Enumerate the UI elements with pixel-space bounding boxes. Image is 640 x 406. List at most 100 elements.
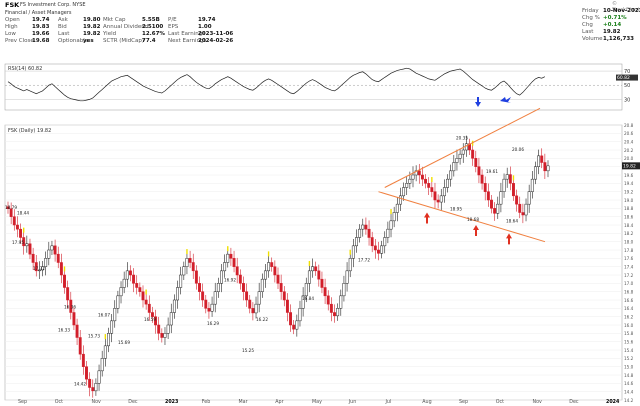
- price-candle: [414, 170, 418, 176]
- price-candle: [483, 183, 487, 192]
- price-candle: [176, 287, 179, 301]
- price-tick-label: 20.2: [624, 148, 634, 153]
- x-axis-label: Aug: [422, 399, 431, 405]
- price-candle: [512, 183, 515, 197]
- price-candle: [6, 206, 10, 210]
- price-candle: [424, 178, 428, 184]
- price-tick-label: 18.0: [624, 239, 634, 244]
- support-trendline: [378, 191, 546, 243]
- price-candle: [380, 245, 384, 254]
- price-candle: [69, 299, 73, 313]
- price-candle: [220, 270, 223, 284]
- price-candle: [50, 245, 54, 251]
- price-candle: [411, 174, 415, 180]
- price-tick-label: 20.6: [624, 131, 634, 136]
- stat-label: Friday: [582, 8, 599, 14]
- price-candle: [336, 308, 340, 317]
- price-candle: [420, 174, 424, 180]
- price-candle: [527, 191, 531, 205]
- stat-value: 10-Nov-2023: [603, 8, 640, 14]
- price-candle: [279, 283, 283, 292]
- price-candle: [179, 274, 183, 288]
- price-candle: [185, 258, 189, 267]
- price-candle: [295, 320, 299, 330]
- stat-value: 2023-11-06: [198, 31, 234, 37]
- price-candle: [144, 299, 148, 305]
- price-candle: [427, 183, 431, 188]
- stat-label: P/E: [168, 17, 177, 23]
- price-candle: [248, 299, 252, 309]
- x-axis-label: Feb: [202, 399, 211, 405]
- price-annotation: 18.44: [17, 211, 29, 216]
- price-candle: [358, 228, 362, 238]
- price-candle: [229, 253, 233, 259]
- price-candle: [364, 224, 368, 230]
- x-axis-label: Sep: [18, 399, 27, 405]
- price-annotation: 18.68: [467, 217, 479, 222]
- price-candle: [263, 270, 267, 280]
- price-candle: [75, 324, 79, 338]
- price-candle: [157, 324, 161, 334]
- current-price-value: 19.82: [623, 164, 636, 170]
- price-candle: [430, 187, 434, 192]
- price-candle: [537, 155, 541, 167]
- x-axis-label: Sep: [459, 399, 468, 405]
- price-candle: [389, 220, 393, 230]
- price-candle: [543, 162, 547, 172]
- price-candle: [198, 283, 201, 292]
- stat-value: 19.83: [32, 24, 50, 30]
- x-axis-label: Dec: [569, 399, 579, 405]
- price-candle: [59, 262, 63, 276]
- price-tick-label: 14.2: [624, 398, 634, 403]
- price-candle: [41, 266, 44, 271]
- price-candle: [12, 216, 16, 226]
- price-candle: [386, 228, 390, 238]
- price-tick-label: 14.8: [624, 373, 634, 378]
- price-candle: [446, 178, 449, 188]
- price-candle: [493, 208, 497, 214]
- price-tick-label: 19.0: [624, 198, 634, 203]
- price-tick-label: 15.4: [624, 348, 634, 353]
- price-candle: [81, 353, 85, 367]
- price-candle: [521, 212, 525, 216]
- price-candle: [433, 191, 437, 201]
- price-candle: [307, 270, 311, 284]
- rsi-arrow-marker: [475, 97, 481, 107]
- stat-label: Chg %: [582, 15, 600, 21]
- stat-label: EPS: [168, 24, 179, 30]
- price-candle: [367, 228, 371, 238]
- price-candle: [34, 262, 38, 272]
- price-annotation: 16.29: [207, 321, 219, 326]
- stat-label: Yield: [103, 31, 117, 37]
- stat-label: Mkt Cap: [103, 17, 126, 23]
- price-candle: [402, 187, 406, 197]
- price-candle: [201, 291, 205, 301]
- price-candle: [518, 203, 522, 213]
- price-panel-frame: [4, 124, 623, 401]
- price-candle: [355, 237, 358, 247]
- price-candle: [455, 158, 459, 163]
- price-candle: [163, 333, 167, 338]
- stat-value: 77.4: [142, 38, 156, 44]
- price-annotation: 16.07: [98, 313, 110, 318]
- price-candle: [97, 370, 101, 384]
- price-annotation: 14.42: [74, 381, 86, 386]
- price-candle: [72, 312, 76, 326]
- x-axis-label: Dec: [128, 399, 138, 405]
- price-candle: [223, 262, 227, 272]
- price-candle: [540, 155, 544, 163]
- x-axis-label: Apr: [275, 399, 283, 405]
- price-annotation: 16.59: [144, 317, 156, 322]
- price-candle: [370, 237, 374, 247]
- price-candle: [320, 278, 324, 288]
- rsi-arrow-marker: [500, 97, 511, 103]
- price-candle: [323, 287, 327, 297]
- price-candle: [464, 143, 468, 151]
- price-candle: [103, 345, 107, 359]
- sector-label: Financial / Asset Managers: [5, 10, 72, 16]
- price-arrow-marker: [473, 225, 479, 236]
- price-candle: [132, 274, 136, 284]
- price-candle: [138, 287, 142, 292]
- stat-label: Optionable: [58, 38, 89, 44]
